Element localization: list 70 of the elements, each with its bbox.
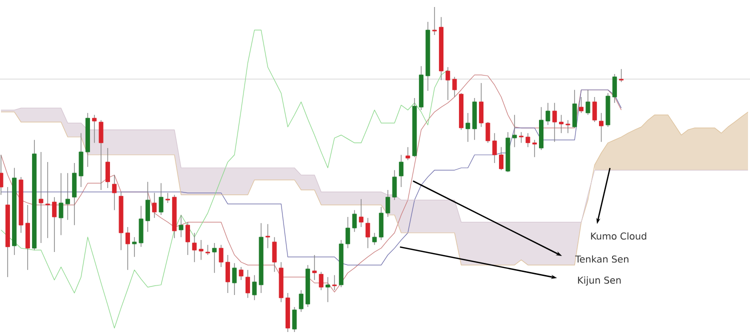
candlestick — [532, 140, 537, 158]
candlestick — [352, 210, 357, 232]
candlestick — [452, 76, 457, 98]
candlestick — [518, 132, 524, 144]
candlestick — [238, 266, 244, 280]
candlestick — [112, 174, 117, 210]
candlestick — [272, 236, 277, 272]
candlestick — [198, 240, 204, 260]
candlestick — [45, 162, 50, 238]
candlestick — [266, 224, 270, 248]
candlestick — [446, 66, 450, 100]
candlestick — [619, 68, 624, 82]
candlestick — [586, 90, 590, 116]
candlestick — [226, 254, 230, 294]
annotation: Kumo Cloud — [591, 232, 646, 240]
candlestick — [132, 236, 137, 258]
candlestick — [52, 196, 57, 252]
candlestick — [599, 112, 604, 142]
candlestick — [292, 306, 297, 332]
candlestick — [58, 172, 64, 236]
candlestick — [572, 90, 577, 128]
candlestick — [145, 181, 150, 232]
candlestick — [478, 82, 484, 128]
candlestick — [312, 254, 317, 280]
candlestick — [186, 222, 190, 256]
candlestick — [492, 132, 497, 164]
candlestick — [512, 114, 517, 148]
candlestick — [178, 214, 184, 238]
candlestick — [192, 232, 197, 262]
candlestick — [332, 274, 337, 290]
candlestick — [326, 276, 330, 302]
candlestick — [206, 244, 210, 256]
candlestick — [158, 182, 164, 216]
candlestick — [386, 190, 390, 218]
candlestick — [398, 154, 404, 188]
candlestick — [546, 102, 550, 126]
candlestick — [406, 146, 410, 160]
candlestick — [212, 242, 217, 274]
candlestick — [152, 192, 157, 218]
candlestick — [366, 218, 370, 248]
candlestick — [566, 120, 570, 134]
candlestick — [552, 102, 557, 142]
candlestick — [38, 152, 44, 244]
candlestick — [298, 290, 304, 312]
candlestick — [318, 272, 324, 290]
annotation: Tenkan Sen — [575, 255, 628, 263]
candlestick — [466, 112, 470, 142]
candlestick — [392, 170, 397, 200]
candlestick — [579, 96, 584, 114]
candlestick — [559, 114, 564, 134]
candlestick — [246, 270, 250, 298]
candlestick — [432, 6, 437, 36]
candlestick — [232, 262, 237, 296]
candlestick — [346, 216, 350, 248]
candlestick — [252, 274, 257, 300]
candlestick — [92, 114, 97, 144]
annotation: Kijun Sen — [578, 276, 621, 286]
candlestick — [486, 122, 490, 144]
candlestick — [358, 198, 364, 228]
candlestick — [105, 148, 110, 188]
candlestick — [218, 244, 224, 268]
candlestick — [65, 172, 70, 220]
candlestick — [98, 120, 104, 190]
candlestick — [125, 226, 130, 270]
candlestick — [592, 96, 597, 122]
candlestick — [526, 132, 530, 148]
candlestick — [612, 74, 617, 104]
candlestick — [372, 232, 377, 246]
candlestick — [498, 146, 504, 170]
candlestick — [165, 192, 170, 204]
